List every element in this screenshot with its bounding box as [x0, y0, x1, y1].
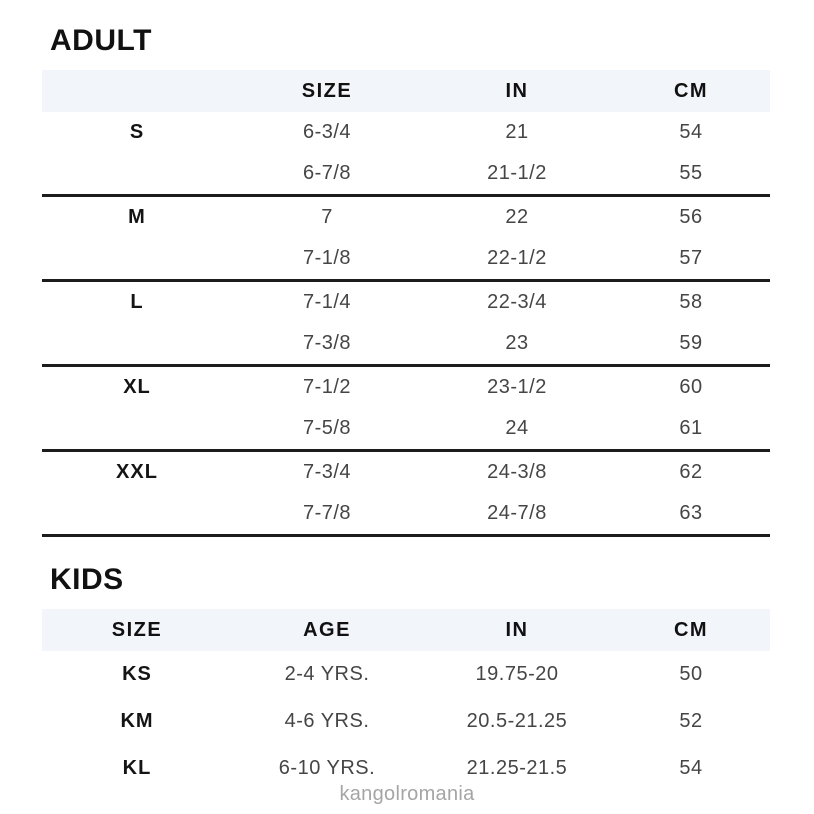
hat-size-value: 7-7/8: [302, 502, 352, 524]
table-row: XXL 7-3/4 24-3/8 62: [42, 452, 770, 493]
table-row: XL 7-1/2 23-1/2 60: [42, 367, 770, 408]
hat-size-value: 6-7/8: [302, 162, 352, 184]
inches-value: 21: [505, 121, 529, 143]
hat-size-value: 6-3/4: [302, 121, 352, 143]
cm-value: 62: [679, 461, 703, 483]
adult-table-header-row: SIZE IN CM: [42, 70, 770, 112]
cm-value: 55: [679, 162, 703, 184]
cm-value: 50: [679, 663, 703, 685]
kids-table-header-row: SIZE AGE IN CM: [42, 609, 770, 651]
adult-section: ADULT SIZE IN CM S 6-3/4 21 54: [42, 22, 770, 537]
inches-value: 24-7/8: [487, 502, 547, 524]
cm-value: 61: [679, 417, 703, 439]
size-label: KS: [122, 663, 152, 685]
size-label: XXL: [116, 461, 158, 483]
hat-size-value: 7-1/2: [302, 376, 352, 398]
kids-size-table: SIZE AGE IN CM KS 2-4 YRS. 19.75-20 50 K…: [42, 609, 770, 792]
inches-value: 22-1/2: [487, 247, 547, 269]
col-header-size: SIZE: [111, 618, 163, 641]
cm-value: 59: [679, 332, 703, 354]
table-row: M 7 22 56: [42, 197, 770, 238]
cm-value: 54: [679, 121, 703, 143]
watermark: kangolromania: [339, 783, 475, 805]
col-header-in: IN: [505, 618, 529, 641]
age-value: 2-4 YRS.: [284, 663, 370, 685]
table-row: L 7-1/4 22-3/4 58: [42, 282, 770, 323]
cm-value: 60: [679, 376, 703, 398]
col-header-in: IN: [505, 79, 529, 102]
size-group-s: S 6-3/4 21 54 6-7/8 21-1/2 55: [42, 112, 770, 197]
size-label: KM: [120, 710, 154, 732]
inches-value: 22-3/4: [487, 291, 547, 313]
col-header-cm: CM: [673, 618, 709, 641]
hat-size-value: 7: [321, 206, 333, 228]
cm-value: 58: [679, 291, 703, 313]
kids-heading: KIDS: [50, 563, 124, 596]
inches-value: 21.25-21.5: [466, 757, 568, 779]
inches-value: 19.75-20: [475, 663, 559, 685]
table-row: 7-5/8 24 61: [42, 408, 770, 449]
hat-size-value: 7-3/8: [302, 332, 352, 354]
size-label: M: [128, 206, 146, 228]
adult-heading: ADULT: [50, 24, 152, 57]
size-label: XL: [123, 376, 151, 398]
col-header-age: AGE: [303, 618, 351, 641]
inches-value: 22: [505, 206, 529, 228]
cm-value: 54: [679, 757, 703, 779]
size-group-xxl: XXL 7-3/4 24-3/8 62 7-7/8 24-7/8 63: [42, 452, 770, 537]
table-row: S 6-3/4 21 54: [42, 112, 770, 153]
size-guide-content: ADULT SIZE IN CM S 6-3/4 21 54: [42, 22, 770, 792]
size-label: S: [129, 121, 145, 143]
cm-value: 63: [679, 502, 703, 524]
size-group-m: M 7 22 56 7-1/8 22-1/2 57: [42, 197, 770, 282]
age-value: 6-10 YRS.: [278, 757, 376, 779]
inches-value: 23-1/2: [487, 376, 547, 398]
inches-value: 20.5-21.25: [466, 710, 568, 732]
table-row: 7-7/8 24-7/8 63: [42, 493, 770, 534]
size-group-l: L 7-1/4 22-3/4 58 7-3/8 23 59: [42, 282, 770, 367]
inches-value: 23: [505, 332, 529, 354]
hat-size-value: 7-1/4: [302, 291, 352, 313]
hat-size-value: 7-5/8: [302, 417, 352, 439]
inches-value: 24: [505, 417, 529, 439]
age-value: 4-6 YRS.: [284, 710, 370, 732]
size-label: KL: [122, 757, 152, 779]
col-header-cm: CM: [673, 79, 709, 102]
kids-section: KIDS SIZE AGE IN CM KS 2-4 YRS. 19.75-20…: [42, 561, 770, 792]
size-group-xl: XL 7-1/2 23-1/2 60 7-5/8 24 61: [42, 367, 770, 452]
inches-value: 21-1/2: [487, 162, 547, 184]
hat-size-value: 7-3/4: [302, 461, 352, 483]
table-row: KS 2-4 YRS. 19.75-20 50: [42, 651, 770, 698]
adult-size-table: SIZE IN CM S 6-3/4 21 54 6-7/8 21-1/2: [42, 70, 770, 537]
inches-value: 24-3/8: [487, 461, 547, 483]
cm-value: 56: [679, 206, 703, 228]
table-row: 6-7/8 21-1/2 55: [42, 153, 770, 194]
col-header-size: SIZE: [301, 79, 353, 102]
hat-size-value: 7-1/8: [302, 247, 352, 269]
table-row: 7-3/8 23 59: [42, 323, 770, 364]
cm-value: 52: [679, 710, 703, 732]
table-row: KM 4-6 YRS. 20.5-21.25 52: [42, 698, 770, 745]
table-row: KL 6-10 YRS. 21.25-21.5 54: [42, 745, 770, 792]
size-label: L: [130, 291, 144, 313]
cm-value: 57: [679, 247, 703, 269]
table-row: 7-1/8 22-1/2 57: [42, 238, 770, 279]
